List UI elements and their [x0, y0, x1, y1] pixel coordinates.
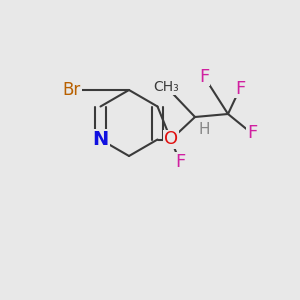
- Text: F: F: [247, 124, 257, 142]
- Text: CH₃: CH₃: [154, 80, 179, 94]
- Text: Br: Br: [63, 81, 81, 99]
- Text: O: O: [164, 130, 178, 148]
- Text: F: F: [175, 153, 185, 171]
- Text: F: F: [235, 80, 245, 98]
- Text: F: F: [199, 68, 209, 85]
- Text: H: H: [198, 122, 210, 136]
- Text: N: N: [92, 130, 109, 149]
